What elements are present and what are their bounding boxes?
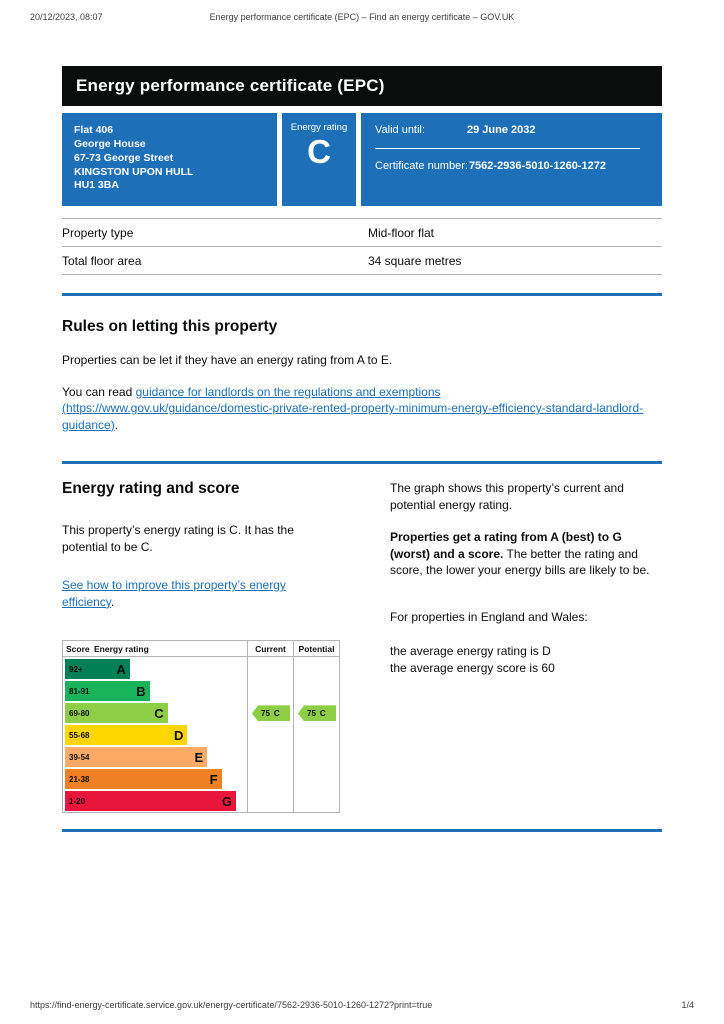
section-divider — [62, 829, 662, 833]
epc-band-letter: D — [174, 727, 184, 743]
letting-guidance-paragraph: You can read guidance for landlords on t… — [62, 384, 647, 434]
epc-bands-column: Score Energy rating 92+ A 81-91 B 69-80 C 55-6… — [63, 641, 247, 812]
epc-header-rating: Energy rating — [94, 643, 149, 654]
address-line: HU1 3BA — [74, 179, 119, 192]
section-divider — [62, 293, 662, 296]
average-score-line: the average energy score is 60 — [390, 661, 555, 676]
epc-band-b: 81-91 B — [63, 680, 247, 702]
epc-band-letter: C — [154, 705, 164, 721]
epc-current-body: 75 C — [248, 657, 293, 812]
energy-rating-box: Energy rating C — [282, 113, 356, 206]
property-type-label: Property type — [62, 226, 134, 240]
print-header: 20/12/2023, 08:07 Energy performance cer… — [30, 12, 694, 22]
page-title: Energy performance certificate (EPC) — [76, 76, 385, 95]
epc-current-column: Current 75 C — [247, 641, 293, 813]
validity-divider — [375, 148, 640, 149]
print-doc-title: Energy performance certificate (EPC) – F… — [209, 12, 515, 22]
print-footer: https://find-energy-certificate.service.… — [30, 1000, 694, 1010]
improve-efficiency-link[interactable]: See how to improve this property’s energ… — [62, 578, 286, 609]
guidance-text-suffix: . — [114, 417, 119, 432]
average-stats: the average energy rating is D the avera… — [390, 643, 662, 676]
certificate-validity-box: Valid until: 29 June 2032 Certificate num… — [361, 113, 662, 206]
epc-potential-column: Potential 75 C — [293, 641, 339, 813]
rating-heading: Energy rating and score — [62, 480, 240, 498]
epc-header-potential: Potential — [294, 641, 339, 658]
energy-rating-value: C — [307, 133, 331, 170]
epc-band-g: 1-20 G — [63, 790, 247, 812]
valid-until-value: 29 June 2032 — [467, 124, 536, 136]
certificate-number-row: Certificate number:7562-2936-5010-1260-1… — [375, 160, 648, 172]
epc-band-e: 39-54 E — [63, 746, 247, 768]
certificate-content: Energy performance certificate (EPC) Fla… — [62, 66, 662, 833]
epc-band-score: 21-38 — [69, 774, 90, 784]
valid-until-label: Valid until: — [375, 124, 425, 136]
epc-current-marker: 75 C — [252, 705, 290, 722]
landlord-guidance-link[interactable]: guidance for landlords on the regulation… — [62, 384, 644, 432]
rating-intro-text: This property’s energy rating is C. It h… — [62, 523, 294, 554]
certificate-number-value: 7562-2936-5010-1260-1272 — [468, 160, 606, 172]
epc-chart: Score Energy rating 92+ A 81-91 B 69-80 C 55-6… — [62, 640, 340, 814]
graph-description: The graph shows this property’s current … — [390, 481, 624, 512]
rating-section: Energy rating and score This property’s … — [62, 480, 662, 814]
footer-page-number: 1/4 — [681, 1000, 694, 1010]
certificate-summary-banner: Flat 406 George House 67-73 George Stree… — [62, 113, 662, 206]
letting-rules-paragraph: Properties can be let if they have an en… — [62, 353, 393, 367]
valid-until-row: Valid until: 29 June 2032 — [375, 124, 648, 136]
property-type-value: Mid-floor flat — [368, 226, 435, 240]
epc-potential-body: 75 C — [294, 657, 339, 812]
table-row: Total floor area 34 square metres — [62, 247, 662, 275]
section-divider — [62, 461, 662, 465]
epc-band-letter: F — [209, 771, 218, 787]
epc-potential-marker: 75 C — [298, 705, 336, 722]
average-rating-line: the average energy rating is D — [390, 644, 551, 659]
address-line: KINGSTON UPON HULL — [74, 165, 194, 178]
print-datetime: 20/12/2023, 08:07 — [30, 12, 103, 22]
epc-band-score: 81-91 — [69, 686, 90, 696]
epc-band-score: 69-80 — [69, 708, 90, 718]
energy-rating-label: Energy rating — [290, 122, 348, 133]
property-address: Flat 406 George House 67-73 George Stree… — [62, 113, 277, 206]
epc-band-score: 55-68 — [69, 730, 90, 740]
property-details-table: Property type Mid-floor flat Total floor… — [62, 218, 662, 275]
certificate-number-label: Certificate number: — [375, 160, 468, 172]
epc-band-a: 92+ A — [63, 658, 247, 680]
epc-band-f: 21-38 F — [63, 768, 247, 790]
address-line: George House — [74, 137, 146, 150]
epc-band-d: 55-68 D — [63, 724, 247, 746]
improve-paragraph: See how to improve this property’s energ… — [62, 577, 340, 610]
epc-band-score: 92+ — [69, 664, 83, 674]
address-line: Flat 406 — [74, 124, 114, 136]
guidance-text-prefix: You can read — [62, 384, 136, 399]
epc-band-letter: E — [194, 749, 204, 765]
floor-area-label: Total floor area — [62, 254, 142, 268]
epc-band-letter: G — [221, 793, 232, 809]
letting-rules-heading: Rules on letting this property — [62, 318, 278, 335]
floor-area-value: 34 square metres — [368, 254, 462, 268]
epc-header-score: Score — [66, 643, 90, 654]
epc-band-score: 1-20 — [69, 796, 86, 806]
rating-right-column: The graph shows this property’s current … — [390, 480, 662, 813]
epc-band-score: 39-54 — [69, 752, 90, 762]
table-row: Property type Mid-floor flat — [62, 218, 662, 247]
rating-explanation-rest: The better the rating and score, the low… — [390, 546, 650, 578]
rating-left-column: Energy rating and score This property’s … — [62, 480, 340, 814]
epc-band-c: 69-80 C — [63, 702, 247, 724]
rating-explanation: Properties get a rating from A (best) to… — [390, 529, 662, 579]
footer-url: https://find-energy-certificate.service.… — [30, 1000, 433, 1010]
rating-explanation-bold: Properties get a rating from A (best) to… — [390, 530, 622, 561]
epc-band-letter: B — [136, 683, 146, 699]
england-wales-text: For properties in England and Wales: — [390, 609, 588, 624]
improve-suffix: . — [110, 594, 115, 609]
address-line: 67-73 George Street — [74, 151, 174, 164]
epc-band-letter: A — [116, 661, 126, 677]
epc-header-current: Current — [248, 641, 293, 658]
epc-bands: 92+ A 81-91 B 69-80 C 55-68 D 39-54 E 21-38 F 1-20 G — [63, 657, 247, 812]
epc-chart-header: Score Energy rating — [63, 641, 247, 658]
certificate-title-banner: Energy performance certificate (EPC) — [62, 66, 662, 106]
